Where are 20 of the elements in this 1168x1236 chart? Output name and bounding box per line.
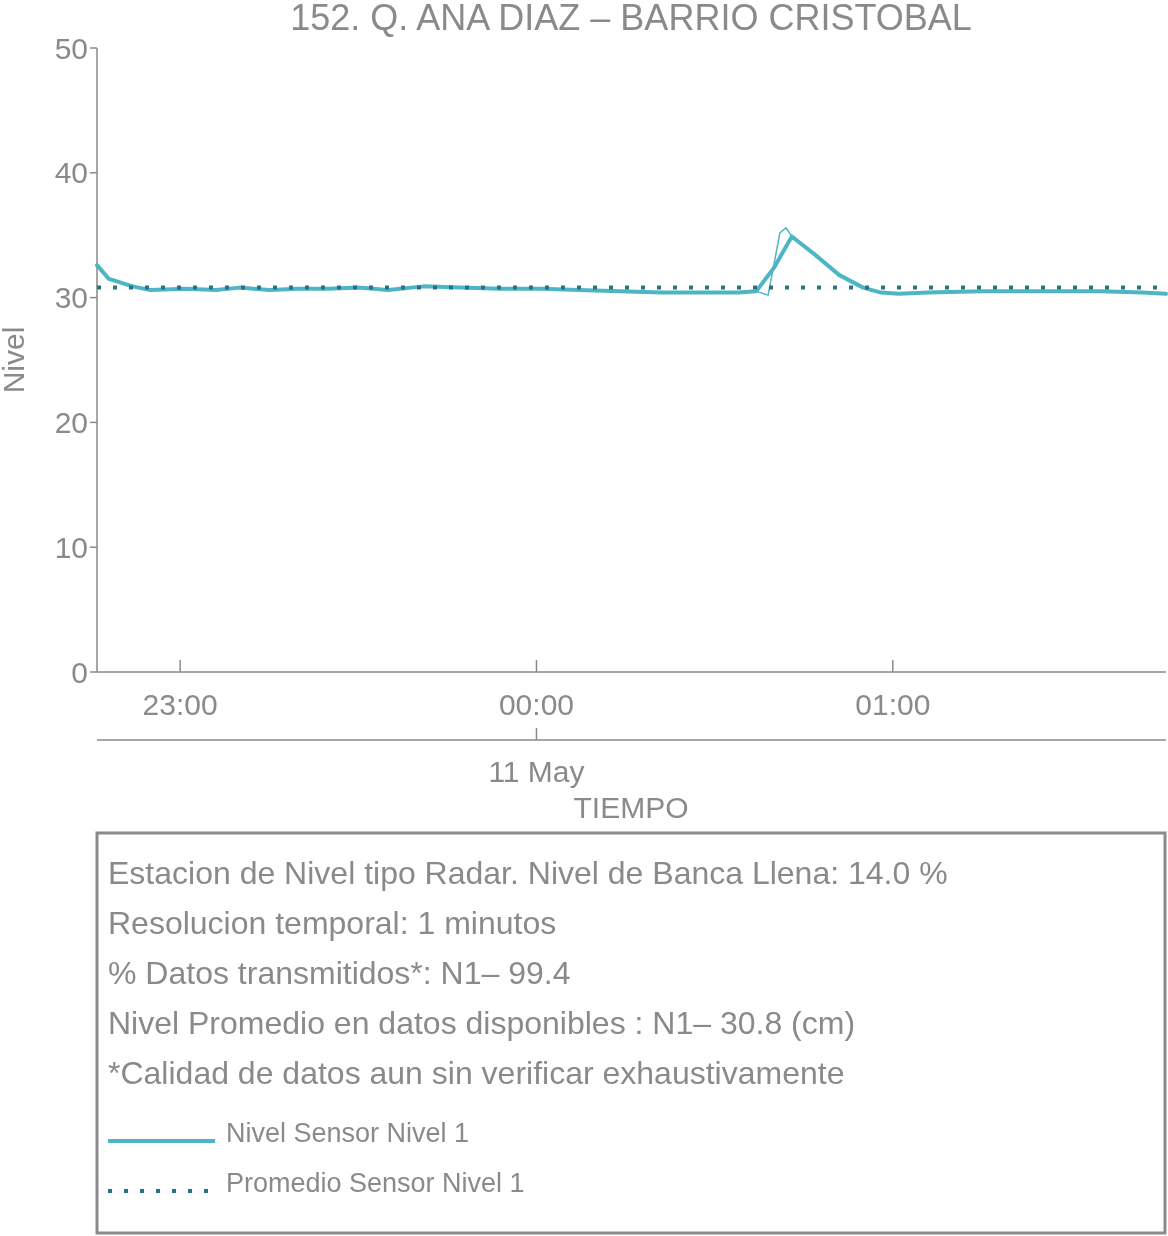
text: *Calidad de datos aun sin verificar exhaustivamente xyxy=(108,1055,845,1092)
x-tick-label: 01:00 xyxy=(855,688,931,721)
y-tick-label: 40 xyxy=(54,156,88,190)
text: % Datos transmitidos*: N1– 99.4 xyxy=(108,955,571,992)
y-tick-label: 30 xyxy=(54,281,88,315)
y-tick-label: 50 xyxy=(54,31,88,65)
y-tick-label: 20 xyxy=(54,405,88,439)
x-tick-label: 00:00 xyxy=(498,688,575,721)
y-tick-label: 10 xyxy=(54,530,88,564)
legend-label: Nivel Sensor Nivel 1 xyxy=(226,1118,470,1149)
y-tick-label: 0 xyxy=(71,655,88,689)
x-tick-label: 23:00 xyxy=(142,688,218,721)
legend-label: Promedio Sensor Nivel 1 xyxy=(226,1168,525,1199)
x-axis-title: TIEMPO xyxy=(573,791,689,824)
text: Resolucion temporal: 1 minutos xyxy=(108,905,557,942)
y-axis-title: Nivel xyxy=(0,326,30,394)
text: 11 May xyxy=(488,755,585,788)
chart-title: 152. Q. ANA DIAZ – BARRIO CRISTOBAL xyxy=(290,0,972,38)
text: Nivel Promedio en datos disponibles : N1– 30.8 (cm) xyxy=(108,1005,856,1042)
text: Estacion de Nivel tipo Radar. Nivel de Banca Llena: 14.0 % xyxy=(108,855,948,892)
